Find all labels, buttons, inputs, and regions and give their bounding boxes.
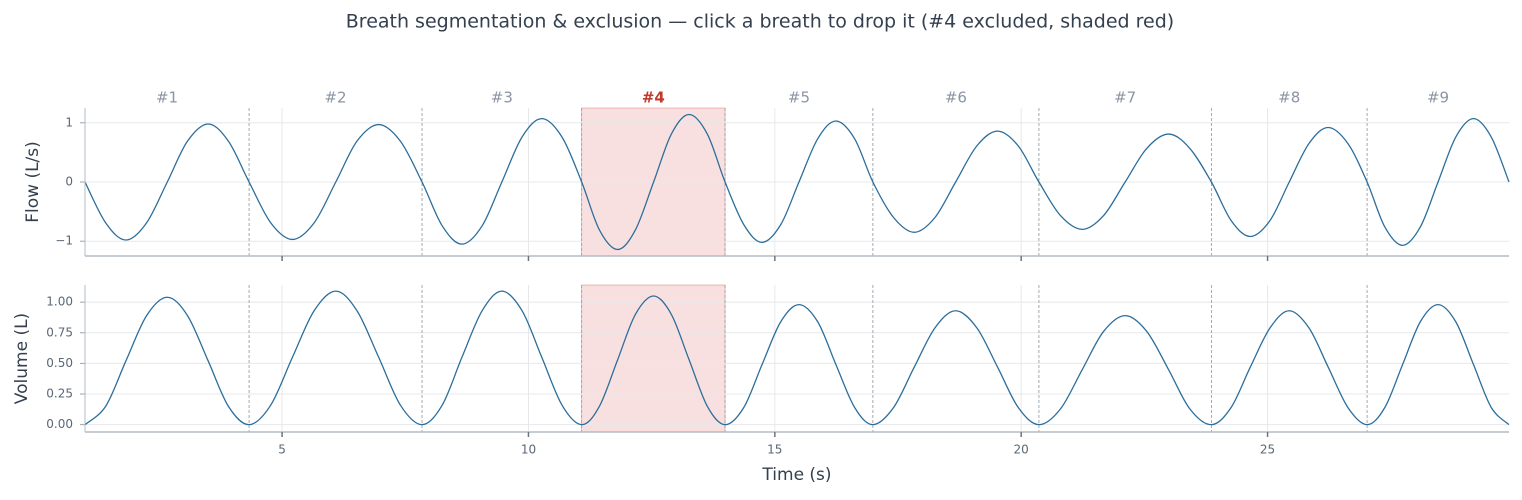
breath-label: #8 — [1278, 89, 1300, 107]
breath-label: #2 — [324, 89, 346, 107]
signal-line — [84, 290, 1510, 426]
breath-label: #3 — [491, 89, 513, 107]
excluded-shade — [581, 284, 726, 433]
y-tick-label: 0.50 — [46, 356, 73, 370]
y-tick-label: 1.00 — [46, 295, 73, 309]
x-tick-label: 20 — [1014, 443, 1029, 457]
signal-line — [84, 113, 1510, 251]
y-tick-label: 0 — [65, 175, 73, 189]
y-tick-label: 1 — [65, 115, 73, 129]
chart-title: Breath segmentation & exclusion — click … — [346, 11, 1174, 33]
y-tick-label: 0.25 — [46, 387, 73, 401]
x-tick-label: 5 — [278, 443, 286, 457]
x-tick-label: 10 — [521, 443, 536, 457]
breath-label: #9 — [1427, 89, 1449, 107]
breath-label: #7 — [1114, 89, 1136, 107]
breath-label: #5 — [788, 89, 810, 107]
x-tick-label: 15 — [767, 443, 782, 457]
y-axis-label: Volume (L) — [12, 313, 32, 404]
breath-label: #6 — [945, 89, 967, 107]
y-tick-label: −1 — [55, 234, 73, 248]
y-axis-label: Flow (L/s) — [23, 141, 43, 223]
y-tick-label: 0.00 — [46, 417, 73, 431]
y-tick-label: 0.75 — [46, 325, 73, 339]
x-axis-label: Time (s) — [761, 465, 831, 485]
x-tick-label: 25 — [1260, 443, 1275, 457]
breath-label: #1 — [156, 89, 178, 107]
breath-label: #4 — [642, 89, 665, 107]
